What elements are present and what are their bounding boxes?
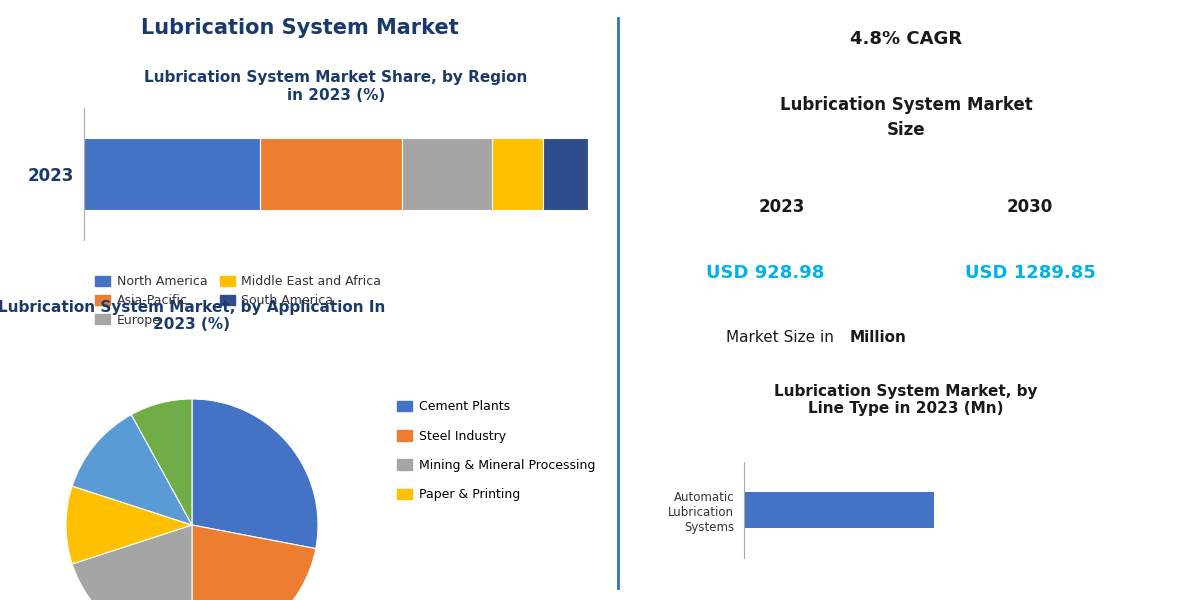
Wedge shape	[192, 525, 316, 600]
Text: USD 928.98: USD 928.98	[706, 264, 824, 282]
Text: Market Size in: Market Size in	[726, 330, 839, 345]
Legend: North America, Asia-Pacific, Europe, Middle East and Africa, South America: North America, Asia-Pacific, Europe, Mid…	[90, 270, 386, 332]
Text: 2030: 2030	[1007, 198, 1054, 216]
Text: 2023: 2023	[758, 198, 805, 216]
Wedge shape	[72, 525, 192, 600]
Bar	[492, 138, 542, 210]
Wedge shape	[131, 399, 192, 525]
Bar	[84, 138, 260, 210]
Wedge shape	[192, 399, 318, 548]
Text: 4.8% CAGR: 4.8% CAGR	[850, 30, 962, 48]
Wedge shape	[66, 486, 192, 564]
Legend: Cement Plants, Steel Industry, Mining & Mineral Processing, Paper & Printing: Cement Plants, Steel Industry, Mining & …	[392, 395, 600, 506]
Text: USD 1289.85: USD 1289.85	[965, 264, 1096, 282]
Text: Million: Million	[850, 330, 906, 345]
Text: Lubrication System Market
Size: Lubrication System Market Size	[780, 96, 1032, 139]
Wedge shape	[72, 415, 192, 525]
Text: Lubrication System Market: Lubrication System Market	[142, 18, 458, 38]
Bar	[542, 138, 588, 210]
Text: Lubrication System Market, by
Line Type in 2023 (Mn): Lubrication System Market, by Line Type …	[774, 384, 1038, 416]
Bar	[744, 492, 934, 528]
Bar	[260, 138, 402, 210]
Bar	[402, 138, 492, 210]
Title: Lubrication System Market, by Application In
2023 (%): Lubrication System Market, by Applicatio…	[0, 299, 385, 332]
Title: Lubrication System Market Share, by Region
in 2023 (%): Lubrication System Market Share, by Regi…	[144, 70, 528, 103]
